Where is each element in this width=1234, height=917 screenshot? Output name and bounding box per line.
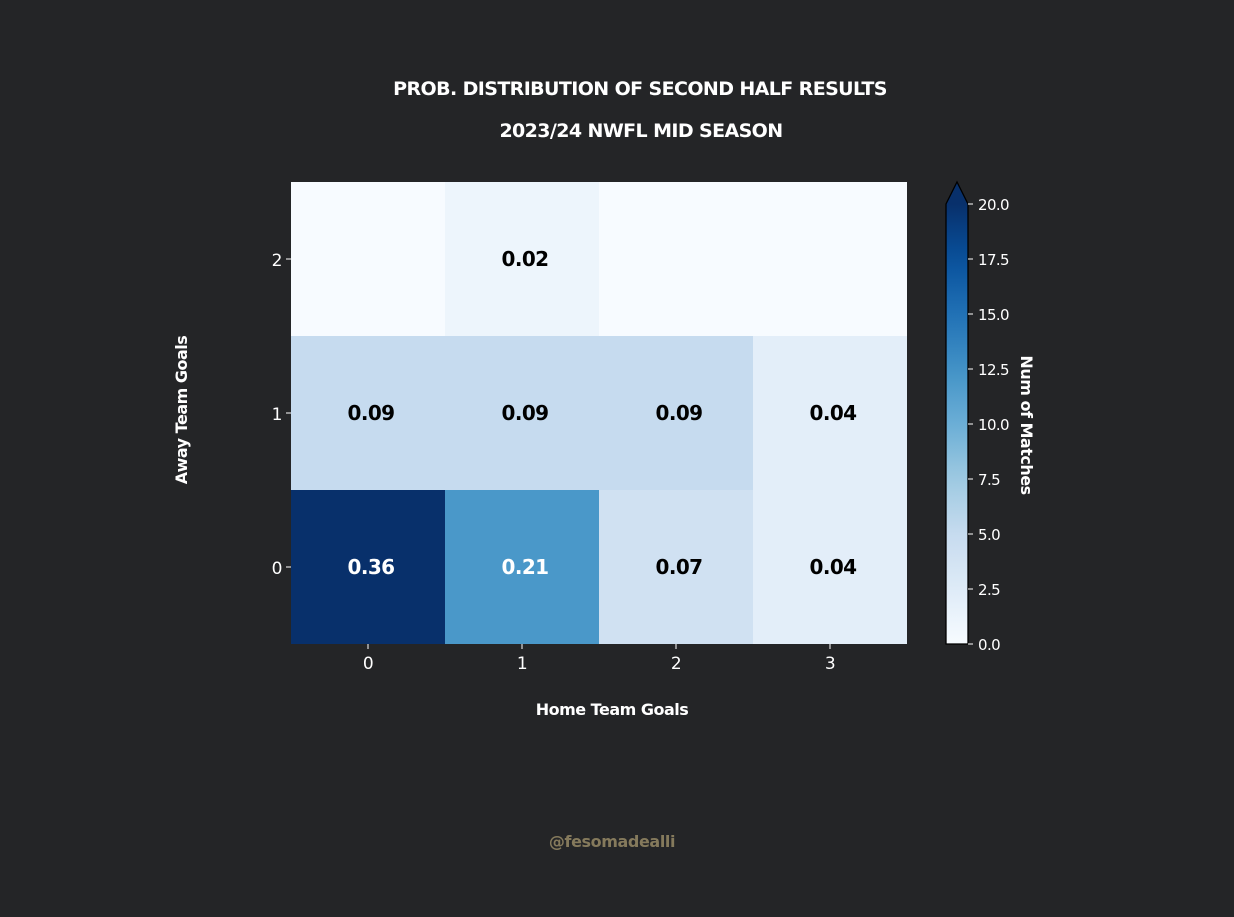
heatmap-cell (291, 490, 445, 644)
axis-ticks: 0 1 2 3 0 1 2 (272, 251, 836, 674)
colorbar-tick-label: 20.0 (978, 196, 1009, 214)
heatmap-cells: 0.36 0.21 0.07 0.04 0.09 0.09 0.09 0.04 0.02 (291, 182, 907, 644)
heatmap-cell (291, 336, 445, 490)
x-axis-label: Home Team Goals (536, 700, 689, 719)
y-tick-label: 0 (272, 559, 282, 579)
colorbar-tick-label: 15.0 (978, 306, 1009, 324)
heatmap-cell (445, 490, 599, 644)
heatmap-cell (599, 182, 753, 336)
cell-value-label: 0.09 (348, 401, 395, 425)
y-tick-label: 1 (272, 405, 282, 425)
colorbar-gradient (946, 204, 968, 644)
heatmap-cell (599, 336, 753, 490)
colorbar-tick-label: 17.5 (978, 251, 1009, 269)
cell-value-label: 0.02 (502, 247, 549, 271)
heatmap-cell (753, 182, 907, 336)
cell-value-label: 0.04 (810, 401, 857, 425)
y-axis-label: Away Team Goals (172, 336, 191, 485)
heatmap-cell (291, 182, 445, 336)
colorbar-tick-label: 0.0 (978, 636, 1000, 654)
colorbar-tick-label: 10.0 (978, 416, 1009, 434)
cell-value-label: 0.21 (502, 555, 549, 579)
colorbar-extend-arrow (946, 182, 968, 204)
y-tick-label: 2 (272, 251, 282, 271)
cell-value-label: 0.04 (810, 555, 857, 579)
cell-value-label: 0.07 (656, 555, 703, 579)
heatmap-cell (753, 336, 907, 490)
heatmap-cell (445, 336, 599, 490)
colorbar-label: Num of Matches (1017, 355, 1036, 494)
chart-title: PROB. DISTRIBUTION OF SECOND HALF RESULT… (393, 78, 887, 100)
chart-subtitle: 2023/24 NWFL MID SEASON (499, 120, 782, 142)
colorbar-tick-label: 5.0 (978, 526, 1000, 544)
colorbar-tick-label: 2.5 (978, 581, 1000, 599)
colorbar: 0.0 2.5 5.0 7.5 10.0 12.5 15.0 17.5 20.0 (945, 180, 1010, 654)
x-tick-label: 1 (517, 654, 527, 674)
heatmap-cell (445, 182, 599, 336)
colorbar-tick-label: 12.5 (978, 361, 1009, 379)
colorbar-tick-label: 7.5 (978, 471, 1000, 489)
x-tick-label: 0 (363, 654, 373, 674)
cell-value-label: 0.36 (348, 555, 395, 579)
cell-value-label: 0.09 (502, 401, 549, 425)
x-tick-label: 3 (825, 654, 835, 674)
heatmap-cell (753, 490, 907, 644)
x-tick-label: 2 (671, 654, 681, 674)
credit-text: @fesomadealli (549, 832, 675, 851)
colorbar-outline (945, 180, 969, 645)
heatmap-cell (599, 490, 753, 644)
cell-value-label: 0.09 (656, 401, 703, 425)
